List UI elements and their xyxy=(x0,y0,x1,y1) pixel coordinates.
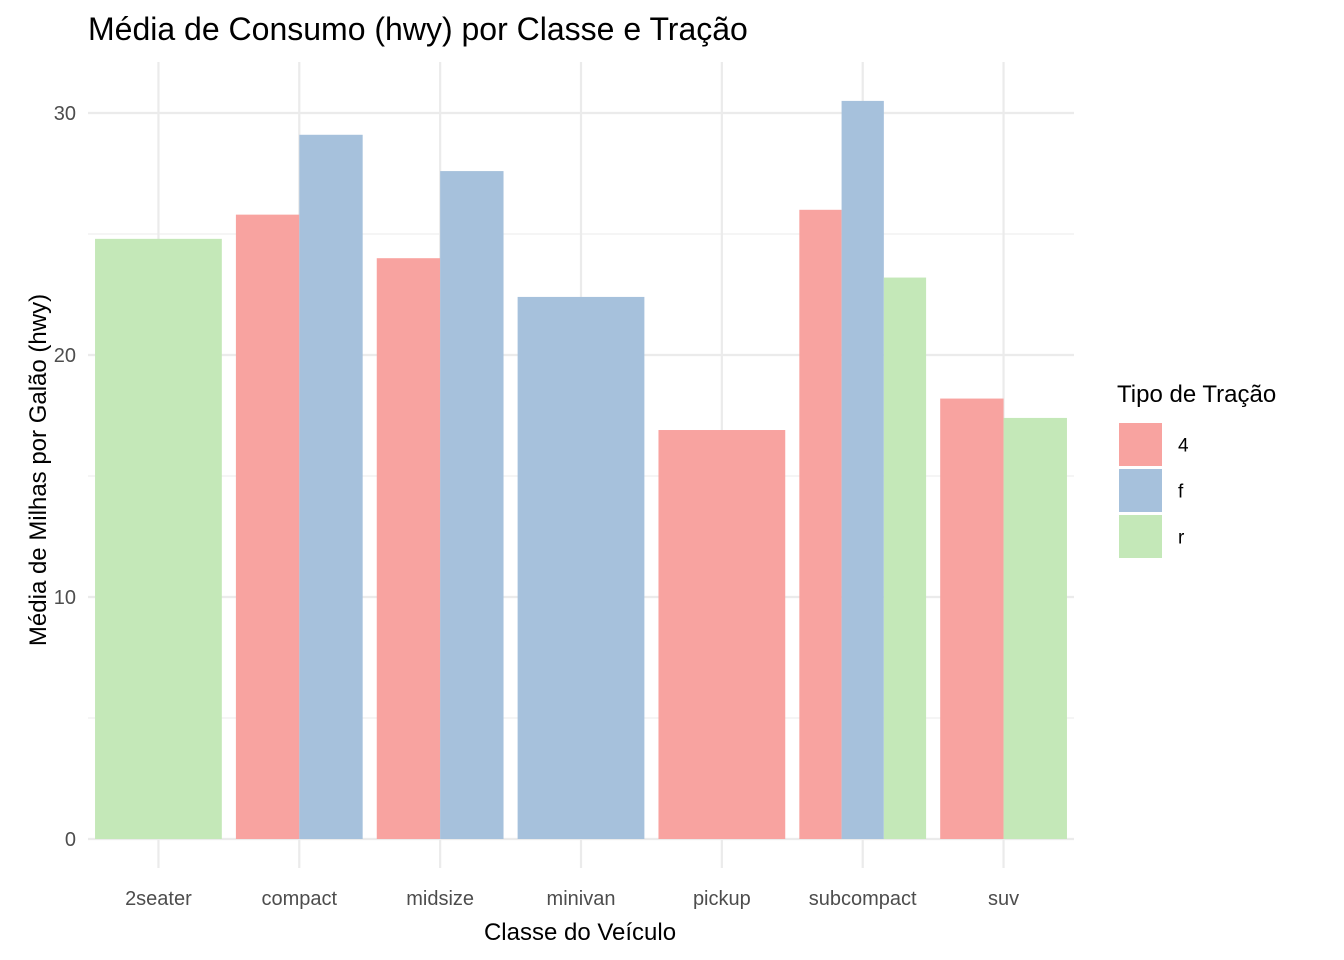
legend-label: r xyxy=(1178,528,1185,549)
bars xyxy=(95,100,1067,840)
legend-label: 4 xyxy=(1178,436,1189,457)
bar-subcompact-f xyxy=(841,100,884,839)
bar-compact-f xyxy=(299,134,363,839)
legend-key-f xyxy=(1119,469,1162,512)
y-tick-label: 30 xyxy=(54,103,76,125)
bar-suv-4 xyxy=(940,398,1004,839)
bar-minivan-f xyxy=(517,296,645,839)
legend: Tipo de Tração 4 f r xyxy=(1117,381,1276,558)
legend-title: Tipo de Tração xyxy=(1117,381,1276,408)
legend-key-4 xyxy=(1119,423,1162,466)
x-axis-title: Classe do Veículo xyxy=(484,919,676,946)
x-axis-ticks: 2seater compact midsize minivan pickup subcom… xyxy=(125,888,1019,910)
y-axis-ticks: 0 10 20 30 xyxy=(54,103,76,851)
x-tick-label: pickup xyxy=(693,888,751,910)
bar-subcompact-r xyxy=(883,277,927,839)
x-tick-label: midsize xyxy=(406,888,474,910)
bar-midsize-f xyxy=(440,171,504,839)
x-tick-label: suv xyxy=(988,888,1019,910)
bar-suv-r xyxy=(1003,417,1067,839)
legend-key-r xyxy=(1119,515,1162,558)
y-tick-label: 20 xyxy=(54,345,76,367)
bar-compact-4 xyxy=(235,214,300,839)
x-tick-label: subcompact xyxy=(809,888,917,910)
y-axis-title: Média de Milhas por Galão (hwy) xyxy=(25,294,52,646)
x-tick-label: compact xyxy=(261,888,337,910)
bar-pickup-4 xyxy=(658,430,786,839)
bar-subcompact-4 xyxy=(799,209,842,840)
bar-midsize-4 xyxy=(376,258,441,839)
y-tick-label: 0 xyxy=(65,829,76,851)
x-tick-label: minivan xyxy=(547,888,616,910)
x-tick-label: 2seater xyxy=(125,888,192,910)
bar-2seater-r xyxy=(95,238,222,840)
legend-label: f xyxy=(1178,482,1184,503)
y-tick-label: 10 xyxy=(54,587,76,609)
chart-title: Média de Consumo (hwy) por Classe e Traç… xyxy=(88,11,748,47)
